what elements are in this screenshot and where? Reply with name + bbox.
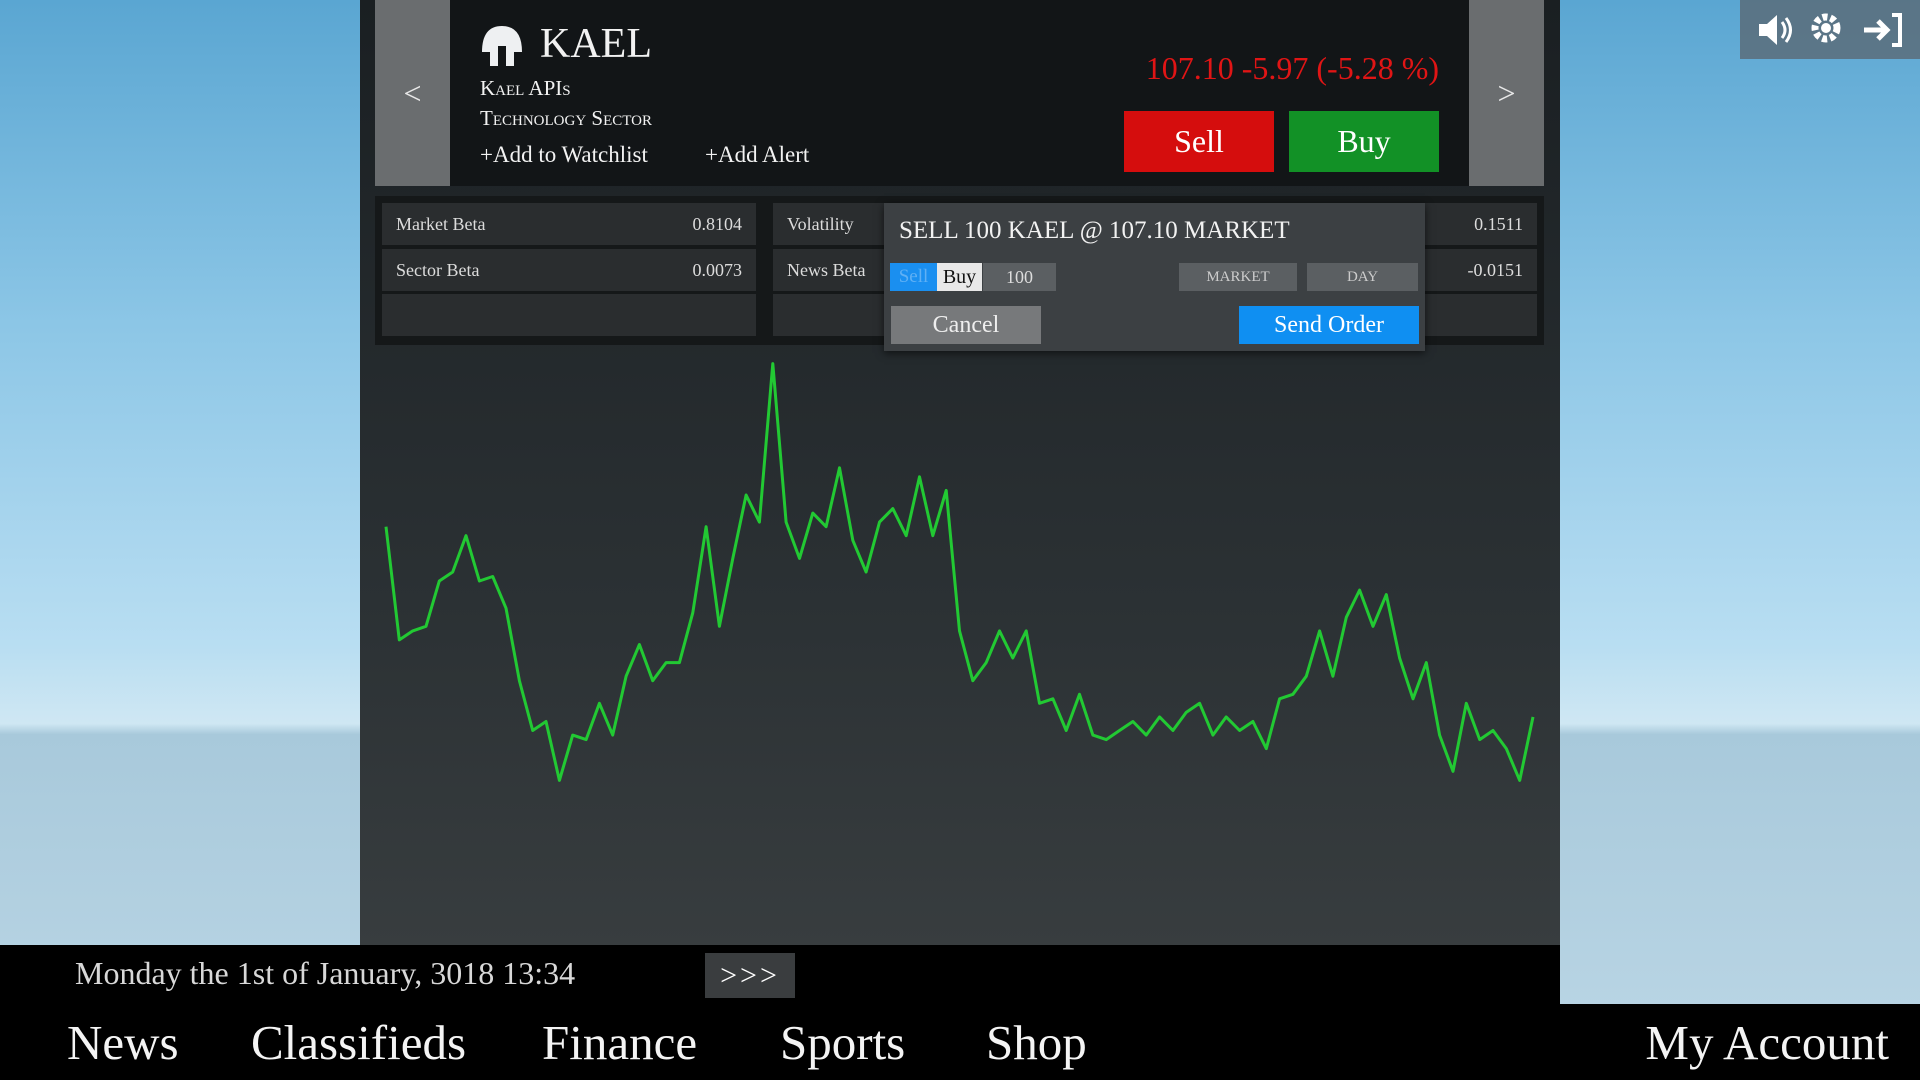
nav-item[interactable]: Sports [780,1015,906,1070]
stat-value: 0.1511 [1474,213,1523,234]
nav-item[interactable]: Shop [986,1015,1087,1070]
stat-row: Market Beta 0.8104 [382,203,756,245]
stat-row: Sector Beta 0.0073 [382,249,756,291]
nav-bar [0,1004,1920,1080]
add-watchlist-link[interactable]: +Add to Watchlist [480,142,648,167]
company-logo [482,26,522,66]
order-type-dropdown[interactable]: MARKET [1179,263,1297,291]
stat-row-empty [382,294,756,336]
prev-stock-button[interactable]: < [375,0,450,186]
stat-label: Volatility [787,213,854,234]
nav-item[interactable]: Classifieds [251,1015,467,1070]
sound-icon[interactable] [1755,10,1795,50]
sell-button[interactable]: Sell [1124,111,1274,172]
ticker: KAEL [540,21,652,67]
quote: 107.10 -5.97 (-5.28 %) [1145,50,1439,86]
stat-label: Sector Beta [396,259,480,280]
game-date: Monday the 1st of January, 3018 13:34 [75,955,576,991]
company-name: Kael APIs [480,76,571,100]
side-sell-toggle[interactable]: Sell [890,263,937,291]
fast-forward-button[interactable]: >>> [705,953,795,998]
send-order-button[interactable]: Send Order [1239,306,1419,344]
stat-label: Market Beta [396,213,486,234]
stat-value: 0.0073 [692,259,743,280]
sector: Technology Sector [480,106,652,130]
cancel-button[interactable]: Cancel [891,306,1041,344]
order-title: SELL 100 KAEL @ 107.10 MARKET [899,217,1290,244]
price-line [384,362,1535,782]
next-stock-button[interactable]: > [1469,0,1544,186]
stat-value: 0.8104 [692,213,743,234]
stat-label: News Beta [787,259,866,280]
settings-icon[interactable] [1808,10,1848,50]
my-account[interactable]: My Account [1645,1015,1889,1070]
duration-dropdown[interactable]: DAY [1307,263,1418,291]
price-chart [384,362,1535,782]
quantity-input[interactable]: 100 [983,263,1056,291]
side-buy-toggle[interactable]: Buy [937,263,982,291]
buy-button[interactable]: Buy [1289,111,1439,172]
exit-icon[interactable] [1862,10,1906,50]
add-alert-link[interactable]: +Add Alert [705,142,810,167]
stat-value: -0.0151 [1467,259,1524,280]
nav-item[interactable]: Finance [542,1015,698,1070]
nav-item[interactable]: News [67,1015,179,1070]
